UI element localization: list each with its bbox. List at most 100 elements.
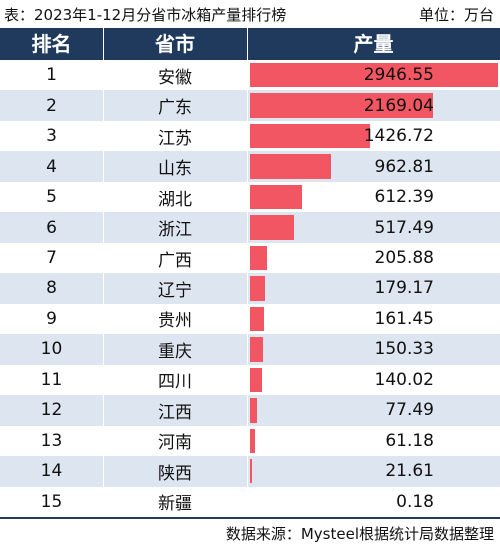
column-divider bbox=[247, 212, 248, 243]
output-value: 150.33 bbox=[374, 339, 434, 360]
table-row: 6 浙江 517.49 bbox=[0, 212, 500, 243]
rank-cell: 4 bbox=[46, 156, 57, 177]
unit-label: 单位：万台 bbox=[418, 6, 494, 24]
column-divider bbox=[247, 364, 248, 396]
table-row: 5 湖北 612.39 bbox=[0, 181, 500, 213]
column-divider bbox=[247, 334, 248, 365]
output-value: 140.02 bbox=[374, 369, 434, 390]
column-divider bbox=[103, 425, 104, 457]
output-value: 205.88 bbox=[374, 248, 434, 269]
column-divider bbox=[247, 90, 248, 121]
column-divider bbox=[247, 303, 248, 335]
column-divider bbox=[247, 242, 248, 274]
output-bar bbox=[250, 123, 371, 149]
chart-title: 表：2023年1-12月分省市冰箱产量排行榜 bbox=[4, 6, 287, 24]
table-row: 15 新疆 0.18 bbox=[0, 486, 500, 517]
column-divider bbox=[103, 60, 104, 91]
province-cell: 河南 bbox=[158, 433, 192, 454]
column-header-rank: 排名 bbox=[31, 32, 72, 56]
column-divider bbox=[247, 456, 248, 487]
bottom-rule bbox=[0, 517, 500, 519]
rank-cell: 1 bbox=[46, 65, 57, 86]
province-cell: 江苏 bbox=[158, 128, 192, 149]
province-cell: 浙江 bbox=[158, 220, 192, 241]
province-cell: 湖北 bbox=[158, 189, 192, 210]
column-divider bbox=[103, 303, 104, 335]
output-bar bbox=[250, 276, 266, 301]
output-value: 77.49 bbox=[385, 400, 434, 421]
rank-cell: 10 bbox=[40, 339, 63, 360]
output-value: 21.61 bbox=[385, 461, 434, 482]
output-value: 0.18 bbox=[396, 491, 434, 512]
province-cell: 四川 bbox=[158, 372, 192, 393]
output-bar bbox=[250, 184, 302, 210]
rank-cell: 7 bbox=[46, 248, 57, 269]
table-row: 4 山东 962.81 bbox=[0, 151, 500, 182]
rank-cell: 11 bbox=[40, 369, 63, 390]
rank-cell: 2 bbox=[46, 95, 57, 116]
column-divider bbox=[103, 486, 104, 517]
column-divider bbox=[247, 151, 248, 182]
column-divider bbox=[103, 151, 104, 182]
column-divider bbox=[247, 486, 248, 517]
output-bar bbox=[250, 63, 498, 88]
output-value: 517.49 bbox=[374, 217, 434, 238]
table-row: 12 江西 77.49 bbox=[0, 395, 500, 426]
table-row: 7 广西 205.88 bbox=[0, 242, 500, 274]
column-header-province: 省市 bbox=[155, 32, 195, 56]
table-row: 10 重庆 150.33 bbox=[0, 334, 500, 365]
table-row: 11 四川 140.02 bbox=[0, 364, 500, 396]
column-divider bbox=[103, 364, 104, 396]
column-divider bbox=[103, 273, 104, 304]
column-header-output: 产量 bbox=[353, 32, 394, 56]
rank-cell: 6 bbox=[46, 217, 57, 238]
output-bar bbox=[250, 215, 294, 240]
output-bar bbox=[250, 459, 252, 484]
output-value: 2169.04 bbox=[363, 95, 434, 116]
column-divider bbox=[103, 120, 104, 152]
table-row: 1 安徽 2946.55 bbox=[0, 60, 500, 91]
province-cell: 安徽 bbox=[158, 67, 192, 88]
table-row: 3 江苏 1426.72 bbox=[0, 120, 500, 152]
output-bar bbox=[250, 306, 264, 332]
column-divider bbox=[247, 273, 248, 304]
output-value: 179.17 bbox=[374, 278, 434, 299]
province-cell: 辽宁 bbox=[158, 280, 192, 301]
output-value: 61.18 bbox=[385, 430, 434, 451]
table-row: 9 贵州 161.45 bbox=[0, 303, 500, 335]
column-divider bbox=[103, 395, 104, 426]
output-bar bbox=[250, 93, 433, 118]
title-row: 表：2023年1-12月分省市冰箱产量排行榜 单位：万台 bbox=[0, 0, 500, 28]
column-divider bbox=[247, 181, 248, 213]
province-cell: 山东 bbox=[158, 159, 192, 180]
table-header: 排名 省市 产量 bbox=[0, 28, 500, 60]
column-divider bbox=[103, 181, 104, 213]
table-row: 13 河南 61.18 bbox=[0, 425, 500, 457]
rank-cell: 9 bbox=[46, 308, 57, 329]
column-divider bbox=[247, 425, 248, 457]
table-row: 14 陕西 21.61 bbox=[0, 456, 500, 487]
rank-cell: 8 bbox=[46, 278, 57, 299]
column-divider bbox=[247, 120, 248, 152]
column-divider bbox=[103, 212, 104, 243]
province-cell: 江西 bbox=[158, 402, 192, 423]
output-bar bbox=[250, 154, 332, 179]
table-row: 2 广东 2169.04 bbox=[0, 90, 500, 121]
output-value: 1426.72 bbox=[363, 126, 434, 147]
province-cell: 重庆 bbox=[158, 341, 192, 362]
table-row: 8 辽宁 179.17 bbox=[0, 273, 500, 304]
province-cell: 新疆 bbox=[158, 494, 192, 515]
output-bar bbox=[250, 337, 263, 362]
column-divider bbox=[103, 456, 104, 487]
output-value: 612.39 bbox=[374, 187, 434, 208]
output-bar bbox=[250, 245, 268, 271]
output-bar bbox=[250, 367, 262, 393]
rank-cell: 14 bbox=[40, 461, 63, 482]
rank-cell: 5 bbox=[46, 187, 57, 208]
output-bar bbox=[250, 428, 256, 453]
output-value: 962.81 bbox=[374, 156, 434, 177]
rank-cell: 15 bbox=[40, 491, 63, 512]
table-body: 1 安徽 2946.55 2 广东 2169.04 3 江苏 1426.72 4 山东 962.81 5… bbox=[0, 60, 500, 517]
header-divider bbox=[103, 28, 104, 60]
output-bar bbox=[250, 398, 257, 423]
